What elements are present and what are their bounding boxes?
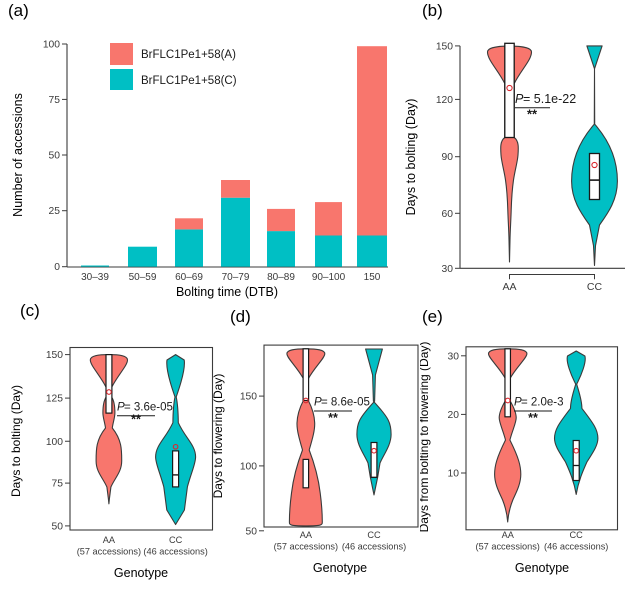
svg-text:AA: AA (300, 530, 313, 540)
svg-text:(e): (e) (422, 307, 443, 326)
svg-text:100: 100 (46, 437, 63, 448)
svg-text:20: 20 (448, 410, 460, 421)
svg-text:BrFLC1Pe1+58(C): BrFLC1Pe1+58(C) (141, 75, 237, 87)
svg-text:= 8.6e-05: = 8.6e-05 (321, 397, 370, 409)
svg-text:CC: CC (570, 530, 584, 540)
svg-text:Days to flowering (Day): Days to flowering (Day) (211, 374, 225, 499)
svg-text:(46 accessions): (46 accessions) (544, 542, 608, 552)
svg-text:125: 125 (46, 394, 63, 405)
svg-text:Days to bolting (Day): Days to bolting (Day) (404, 99, 418, 216)
svg-text:150: 150 (46, 350, 63, 361)
svg-text:CC: CC (587, 281, 603, 293)
svg-text:**: ** (131, 412, 141, 426)
svg-text:Days to bolting (Day): Days to bolting (Day) (9, 385, 23, 497)
svg-text:AA: AA (502, 281, 516, 293)
svg-text:Genotype: Genotype (313, 561, 367, 575)
svg-text:Number of accessions: Number of accessions (11, 93, 25, 217)
svg-text:Bolting time (DTB): Bolting time (DTB) (176, 285, 278, 299)
svg-text:70–79: 70–79 (222, 272, 250, 283)
svg-text:CC: CC (367, 530, 381, 540)
svg-text:**: ** (527, 107, 538, 122)
svg-text:150: 150 (436, 41, 453, 52)
svg-text:150: 150 (364, 272, 381, 283)
svg-text:60–69: 60–69 (175, 272, 203, 283)
svg-text:BrFLC1Pe1+58(A): BrFLC1Pe1+58(A) (141, 49, 236, 61)
svg-text:(a): (a) (8, 1, 29, 20)
svg-text:(57 accessions): (57 accessions) (274, 542, 338, 552)
svg-text:120: 120 (436, 95, 453, 106)
svg-text:Genotype: Genotype (114, 566, 168, 580)
svg-text:(57 accessions): (57 accessions) (77, 547, 141, 557)
svg-text:90–100: 90–100 (312, 272, 346, 283)
svg-text:75: 75 (52, 479, 64, 490)
svg-text:CC: CC (169, 535, 183, 545)
svg-text:(c): (c) (20, 301, 40, 320)
svg-text:(d): (d) (230, 307, 251, 326)
svg-text:= 2.0e-3: = 2.0e-3 (521, 397, 564, 409)
svg-text:150: 150 (240, 392, 257, 403)
svg-text:10: 10 (448, 469, 460, 480)
svg-text:(b): (b) (422, 1, 443, 20)
svg-text:75: 75 (49, 95, 61, 106)
svg-text:30: 30 (442, 264, 454, 275)
svg-text:Days from bolting to flowering: Days from bolting to flowering (Day) (420, 342, 431, 533)
svg-text:50: 50 (49, 151, 61, 162)
svg-text:(46 accessions): (46 accessions) (143, 547, 207, 557)
svg-text:0: 0 (54, 262, 60, 273)
svg-text:AA: AA (502, 530, 515, 540)
svg-text:= 5.1e-22: = 5.1e-22 (523, 92, 576, 106)
svg-text:**: ** (528, 411, 538, 425)
svg-text:Genotype: Genotype (515, 561, 569, 575)
svg-text:(46 accessions): (46 accessions) (342, 542, 406, 552)
svg-text:(57 accessions): (57 accessions) (476, 542, 540, 552)
svg-text:60: 60 (442, 209, 454, 220)
svg-text:50: 50 (52, 521, 64, 532)
svg-text:100: 100 (240, 461, 257, 472)
svg-text:90: 90 (442, 152, 454, 163)
svg-text:80–89: 80–89 (267, 272, 295, 283)
svg-text:100: 100 (43, 40, 60, 51)
svg-text:25: 25 (49, 206, 61, 217)
svg-text:30: 30 (448, 351, 460, 362)
svg-text:50–59: 50–59 (129, 272, 157, 283)
svg-text:**: ** (328, 411, 338, 425)
svg-text:AA: AA (103, 535, 116, 545)
svg-text:30–39: 30–39 (81, 272, 109, 283)
svg-text:50: 50 (246, 526, 258, 537)
